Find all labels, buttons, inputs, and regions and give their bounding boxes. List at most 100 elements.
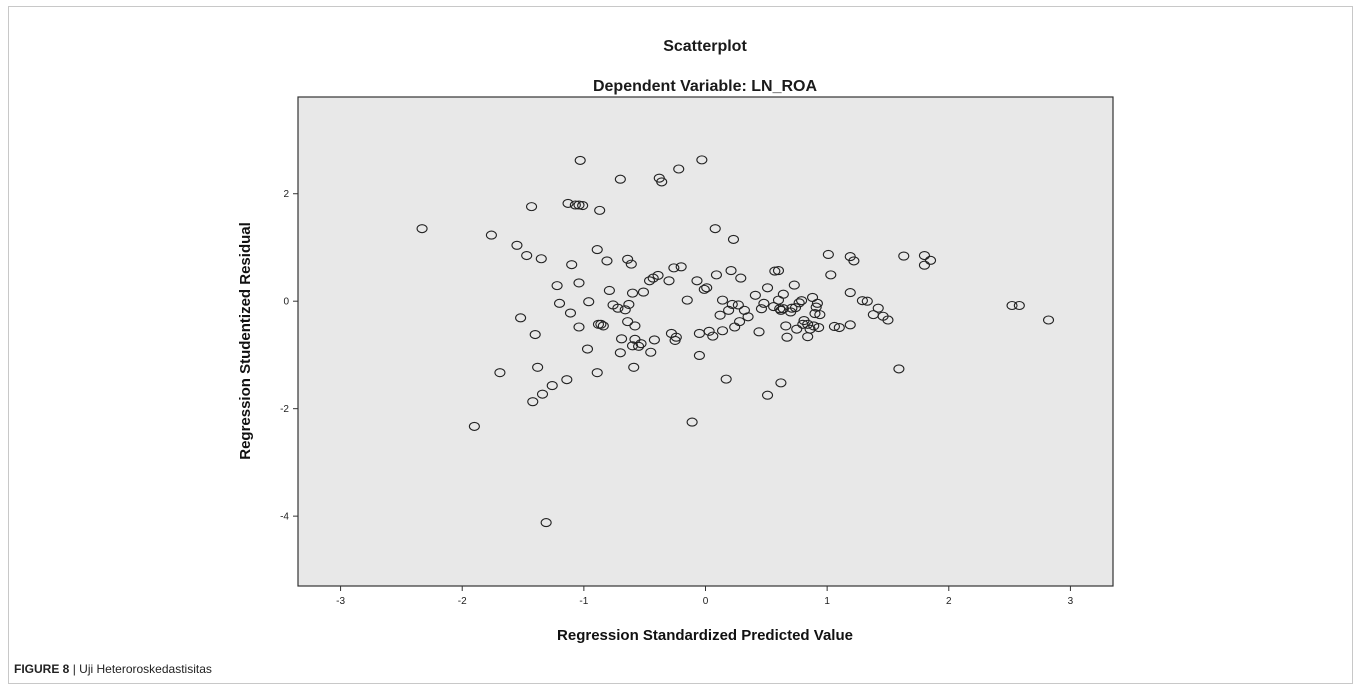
- scatter-point: [574, 155, 586, 165]
- scatter-point: [761, 283, 774, 293]
- scatter-point: [734, 317, 746, 327]
- scatter-point: [898, 251, 910, 261]
- scatter-point: [882, 315, 894, 325]
- scatter-point: [814, 310, 826, 320]
- scatter-point: [1006, 300, 1018, 311]
- scatter-point: [511, 240, 523, 250]
- scatter-point: [686, 417, 698, 427]
- scatter-point: [844, 320, 856, 330]
- scatter-point: [709, 224, 721, 234]
- figure-label: FIGURE 8: [14, 662, 70, 676]
- scatter-point: [681, 295, 693, 305]
- caption-separator: |: [72, 662, 76, 676]
- scatter-point: [494, 368, 506, 378]
- scatter-point: [813, 322, 825, 333]
- scatter-point: [716, 295, 729, 305]
- scatter-point: [833, 322, 845, 333]
- scatter-point: [637, 287, 650, 297]
- y-axis-ticks: -4 -2 0 2: [280, 189, 298, 523]
- scatter-point: [720, 374, 732, 384]
- scatter-point: [536, 389, 549, 399]
- scatter-point: [810, 302, 822, 312]
- scatter-point: [551, 281, 563, 291]
- scatter-point: [772, 266, 785, 276]
- scatter-point: [777, 289, 789, 299]
- x-tick-label: 1: [824, 596, 830, 607]
- scatter-point: [693, 350, 705, 361]
- scatter-point: [825, 270, 837, 280]
- scatter-point: [629, 321, 641, 331]
- scatter-point: [786, 303, 798, 313]
- scatter-point: [577, 200, 589, 211]
- y-tick-label: -4: [280, 512, 289, 523]
- scatter-point: [656, 177, 668, 187]
- scatter-point: [595, 319, 607, 329]
- scatter-point: [663, 276, 675, 286]
- scatter-point: [616, 334, 628, 344]
- scatter-point: [553, 298, 566, 308]
- scatter-point: [735, 273, 747, 283]
- scatter-point: [789, 303, 802, 313]
- y-tick-label: 0: [283, 297, 289, 308]
- scatter-point: [614, 348, 626, 358]
- scatter-point: [643, 276, 656, 286]
- scatter-point: [848, 256, 860, 266]
- x-tick-label: -3: [336, 596, 345, 607]
- scatter-point: [753, 327, 765, 337]
- scatter-point: [918, 250, 931, 261]
- scatter-point: [564, 308, 577, 318]
- scatter-point: [918, 260, 931, 270]
- scatter-point: [797, 319, 809, 329]
- scatter-point: [612, 303, 624, 313]
- scatter-point: [532, 362, 544, 372]
- y-tick-label: -2: [280, 404, 289, 415]
- scatter-point: [573, 200, 585, 210]
- scatter-point: [761, 390, 774, 400]
- scatter-point: [633, 341, 645, 351]
- scatter-point: [780, 321, 792, 331]
- chart-subtitle: Dependent Variable: LN_ROA: [593, 78, 817, 95]
- scatter-point: [749, 290, 761, 300]
- scatter-point: [872, 303, 884, 313]
- scatter-point: [623, 299, 635, 309]
- scatter-point: [793, 298, 805, 308]
- scatter-point: [573, 278, 585, 288]
- scatter-point: [861, 296, 873, 306]
- scatter-point: [781, 332, 793, 342]
- scatter-point: [742, 312, 754, 322]
- scatter-point: [527, 397, 539, 407]
- scatter-point: [844, 288, 856, 298]
- scatter-point: [535, 254, 547, 264]
- caption-text: Uji Heteroroskedastisitas: [79, 662, 212, 676]
- scatter-point: [802, 319, 814, 329]
- x-axis-title: Regression Standardized Predicted Value: [557, 627, 853, 644]
- x-tick-label: 2: [946, 596, 952, 607]
- scatter-point: [675, 262, 687, 272]
- plot-area: [297, 96, 1114, 587]
- scatter-point: [775, 378, 787, 388]
- scatter-point: [726, 299, 738, 309]
- figure-caption: FIGURE 8 | Uji Heteroroskedastisitas: [14, 662, 212, 676]
- scatter-point: [670, 332, 682, 342]
- scatter-point: [546, 381, 558, 391]
- scatter-point: [622, 254, 634, 264]
- scatter-point: [619, 305, 631, 315]
- x-tick-label: 0: [703, 596, 709, 607]
- scatter-point: [710, 270, 722, 280]
- scatter-point: [808, 321, 820, 331]
- scatter-point: [716, 326, 729, 336]
- scatter-point: [625, 259, 637, 269]
- scatter-point: [809, 309, 821, 319]
- scatter-point: [645, 347, 657, 357]
- scatter-point: [673, 164, 685, 174]
- scatter-point: [591, 245, 603, 255]
- scatter-point: [566, 260, 578, 270]
- x-tick-label: 3: [1068, 596, 1074, 607]
- scatter-point: [893, 364, 905, 374]
- x-tick-label: -1: [579, 596, 588, 607]
- data-points: [416, 155, 1055, 528]
- scatter-point: [594, 205, 606, 215]
- scatter-point: [796, 296, 808, 306]
- scatter-point: [1042, 315, 1055, 325]
